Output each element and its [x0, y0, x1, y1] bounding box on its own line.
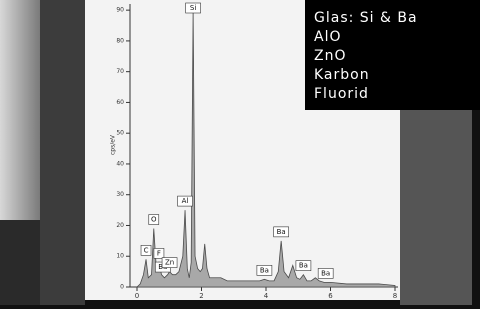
overlay-line: Karbon: [314, 67, 370, 83]
peak-label: Al: [182, 197, 189, 205]
y-tick-label: 20: [116, 222, 124, 229]
photo: [0, 0, 40, 220]
page: 0 10 20 30 40 50 60 70 80 90 0 2 4 6 8 cps/eV C O F Ba Zn Al S…: [0, 0, 480, 305]
peak-label: Ba: [321, 269, 330, 277]
overlay-line: Fluorid: [314, 86, 369, 102]
side-panel: [40, 0, 85, 305]
overlay-line: AlO: [314, 29, 342, 45]
overlay-line: ZnO: [314, 48, 346, 64]
y-tick-label: 30: [116, 191, 124, 198]
y-tick-label: 0: [120, 284, 124, 291]
x-tick-label: 2: [199, 292, 203, 300]
y-tick-label: 80: [116, 37, 124, 44]
peak-label: F: [157, 249, 161, 257]
x-tick-label: 0: [135, 292, 139, 300]
y-tick-label: 10: [116, 253, 124, 260]
peak-label: Si: [190, 4, 196, 12]
overlay-line: Glas: Si & Ba: [314, 10, 418, 26]
peak-label: Zn: [165, 259, 174, 267]
y-axis-label: cps/eV: [110, 134, 117, 155]
peak-label: O: [151, 216, 157, 224]
y-tick-label: 40: [116, 160, 124, 167]
peak-label: Ba: [260, 266, 269, 274]
x-tick-label: 8: [393, 292, 397, 300]
y-tick-label: 70: [116, 68, 124, 75]
photo-bottom: [0, 220, 40, 305]
peak-label: Ba: [299, 262, 308, 270]
peak-label: Ba: [277, 228, 286, 236]
peak-label: C: [144, 246, 149, 254]
x-tick-label: 4: [264, 292, 269, 300]
y-tick-label: 60: [116, 99, 124, 106]
y-tick-label: 90: [116, 7, 124, 14]
x-tick-label: 6: [328, 292, 333, 300]
y-tick-label: 50: [116, 130, 124, 137]
screen: 0 10 20 30 40 50 60 70 80 90 0 2 4 6 8 cps/eV C O F Ba Zn Al S…: [0, 0, 480, 305]
